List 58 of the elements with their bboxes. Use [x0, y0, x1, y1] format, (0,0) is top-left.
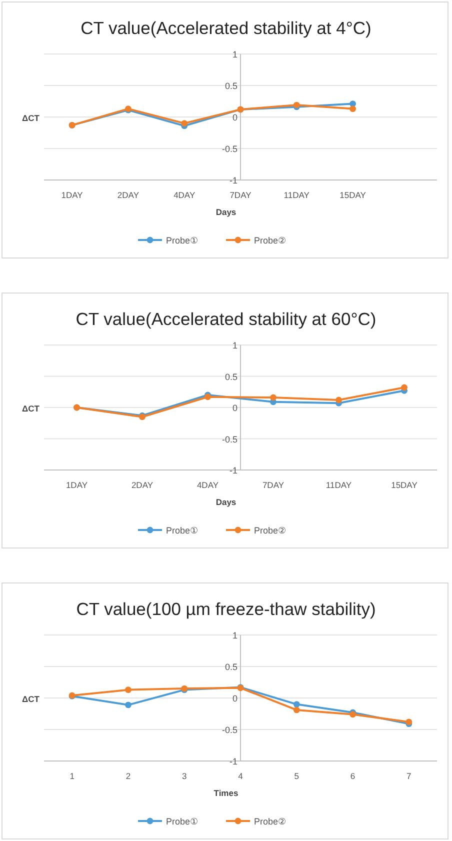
x-tick-label: 7	[406, 771, 412, 781]
y-tick-label: 0.5	[224, 81, 238, 91]
point	[350, 106, 356, 112]
legend-label: Probe②	[254, 526, 286, 536]
point	[270, 394, 276, 401]
y-tick-label: -0.5	[222, 144, 238, 154]
x-tick-label: 4DAY	[196, 480, 219, 490]
x-tick-label: 1DAY	[66, 480, 88, 490]
legend-label: Probe①	[166, 816, 198, 826]
y-tick-label: -0.5	[222, 434, 238, 444]
y-axis-title: ΔCT	[22, 113, 40, 123]
chart-title: CT value(Accelerated stability at 60°C)	[76, 309, 376, 329]
x-tick-label: 6	[350, 771, 356, 781]
legend-label: Probe②	[254, 236, 286, 246]
point	[181, 120, 188, 126]
x-tick-label: 7DAY	[262, 480, 284, 490]
x-tick-label: 15DAY	[391, 480, 418, 490]
y-tick-label: 0.5	[224, 372, 238, 382]
x-tick-label: 3	[182, 771, 187, 781]
y-tick-label: -1	[229, 466, 238, 476]
y-tick-label: 0	[232, 403, 238, 413]
x-tick-label: 11DAY	[284, 190, 310, 200]
x-tick-label: 1	[70, 771, 75, 781]
y-tick-label: -1	[229, 176, 238, 186]
point	[293, 706, 300, 714]
x-tick-label: 4DAY	[174, 190, 196, 200]
legend-label: Probe②	[254, 816, 286, 826]
x-tick-label: 11DAY	[326, 480, 352, 490]
legend-label: Probe①	[166, 236, 198, 246]
y-tick-label: 1	[232, 50, 238, 60]
y-tick-label: 1	[232, 630, 238, 640]
y-tick-label: -0.5	[222, 725, 238, 735]
y-axis-title: ΔCT	[22, 694, 40, 704]
y-tick-label: 0.5	[224, 662, 238, 672]
chart-title: CT value(100 µm freeze-thaw stability)	[76, 599, 376, 619]
chart-title: CT value(Accelerated stability at 4°C)	[80, 18, 372, 38]
x-tick-label: 2	[126, 771, 131, 781]
x-tick-label: 2DAY	[131, 480, 154, 490]
y-tick-label: -1	[229, 756, 238, 766]
y-axis-title: ΔCT	[22, 404, 40, 414]
point	[336, 396, 342, 404]
point	[125, 702, 132, 708]
point	[293, 701, 300, 708]
y-tick-label: 0	[232, 112, 238, 122]
y-tick-label: 1	[232, 340, 238, 350]
x-tick-label: 5	[294, 771, 300, 781]
x-tick-label: 7DAY	[230, 190, 252, 200]
y-tick-label: 0	[232, 694, 238, 704]
legend-label: Probe①	[166, 526, 198, 536]
x-axis-title: Days	[216, 207, 236, 217]
x-tick-label: 1DAY	[61, 190, 84, 200]
x-axis-title: Times	[214, 788, 238, 798]
x-tick-label: 4	[238, 771, 244, 781]
x-tick-label: 2DAY	[117, 190, 140, 200]
x-tick-label: 15DAY	[340, 190, 366, 200]
point	[125, 686, 132, 694]
x-axis-title: Days	[216, 497, 236, 507]
point	[401, 384, 408, 391]
